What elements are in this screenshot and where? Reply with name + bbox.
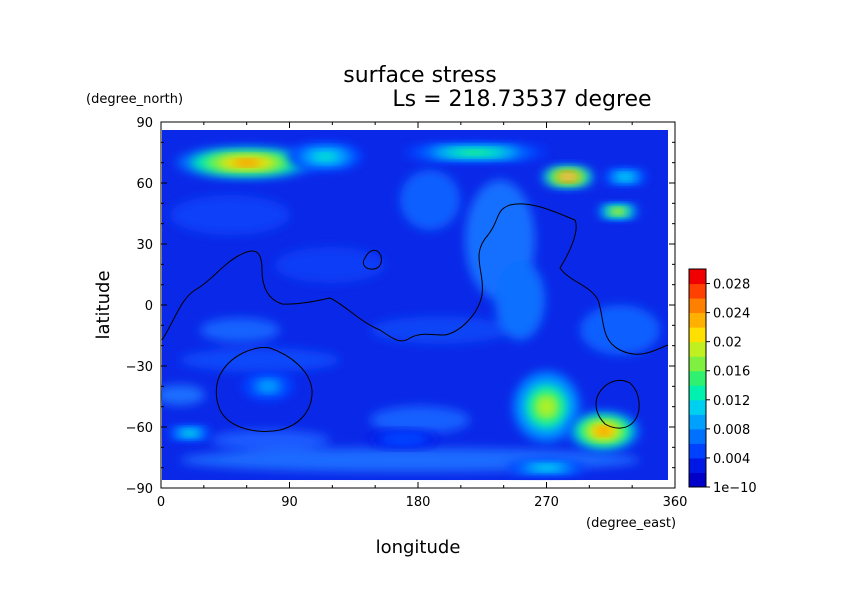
stress-region-level: [613, 209, 622, 214]
colorbar-swatch: [689, 312, 706, 328]
colorbar-swatch: [689, 428, 706, 444]
colorbar-tick-label: 0.02: [713, 336, 742, 351]
colorbar-swatch: [689, 443, 706, 459]
contour-southwest: [215, 346, 313, 432]
x-tick-label: 270: [534, 495, 559, 510]
stress-region-level: [562, 174, 574, 180]
colorbar-swatch: [689, 269, 706, 285]
colorbar-tick-label: 0.004: [713, 452, 750, 467]
plot-area: 0 90 180 270 360 90 60 30 0 −30 −60 −90: [126, 116, 688, 510]
colorbar-swatch: [689, 457, 706, 473]
x-tick-label: 360: [663, 495, 688, 510]
stress-field: [161, 130, 668, 480]
colorbar-tick-label: 0.024: [713, 307, 750, 322]
colorbar-tick-label: 1e−10: [713, 481, 757, 496]
y-ticks: 90 60 30 0 −30 −60 −90: [126, 116, 675, 497]
colorbar-swatch: [689, 399, 706, 415]
stress-region-level: [539, 399, 554, 414]
y-tick-label: −60: [126, 421, 153, 436]
x-tick-label: 0: [157, 495, 165, 510]
y-tick-label: 60: [136, 177, 153, 192]
colorbar-tick-label: 0.028: [713, 278, 750, 293]
colorbar: 1e−10 0.004 0.008 0.012 0.016 0.02 0.024 0.028: [688, 268, 757, 496]
y-units-label: (degree_north): [86, 92, 183, 107]
colorbar-swatch: [689, 385, 706, 401]
colorbar-swatches: [689, 269, 706, 488]
colorbar-swatch: [689, 283, 706, 299]
colorbar-swatch: [689, 472, 706, 488]
colorbar-tick-label: 0.016: [713, 365, 750, 380]
x-tick-label: 90: [281, 495, 298, 510]
stress-region-level: [620, 175, 630, 179]
y-tick-label: 0: [145, 299, 153, 314]
x-ticks: 0 90 180 270 360: [157, 122, 688, 510]
x-units-label: (degree_east): [586, 516, 676, 531]
colorbar-swatch: [689, 341, 706, 357]
field-highs: [167, 142, 648, 476]
stress-region-level: [232, 159, 261, 166]
chart-title: surface stress: [343, 63, 496, 88]
stress-region-level: [596, 427, 611, 436]
x-tick-label: 180: [406, 495, 431, 510]
stress-region-level: [460, 150, 490, 155]
contour-small-north: [362, 249, 382, 270]
x-axis-label: longitude: [376, 537, 461, 558]
y-axis-label: latitude: [93, 270, 114, 339]
y-tick-label: 90: [136, 116, 153, 131]
colorbar-frame: [688, 268, 707, 488]
colorbar-swatch: [689, 414, 706, 430]
chart-subtitle: Ls = 218.73537 degree: [392, 87, 651, 112]
stress-region-level: [185, 431, 194, 435]
contour-main: [161, 203, 669, 355]
stress-region-level: [262, 383, 274, 390]
colorbar-swatch: [689, 298, 706, 314]
colorbar-swatch: [689, 356, 706, 372]
colorbar-tick-label: 0.008: [713, 423, 750, 438]
y-tick-label: −90: [126, 482, 153, 497]
colorbar-swatch: [689, 370, 706, 386]
stress-region-level: [538, 466, 555, 470]
colorbar-tick-label: 0.012: [713, 394, 750, 409]
contour-southeast: [595, 380, 640, 429]
stress-region-level: [317, 153, 333, 160]
stress-region-level: [396, 437, 411, 441]
y-tick-label: −30: [126, 360, 153, 375]
colorbar-swatch: [689, 327, 706, 343]
topography-contours: [161, 203, 669, 432]
colorbar-ticks: 1e−10 0.004 0.008 0.012 0.016 0.02 0.024 0.028: [706, 278, 757, 496]
y-tick-label: 30: [136, 238, 153, 253]
